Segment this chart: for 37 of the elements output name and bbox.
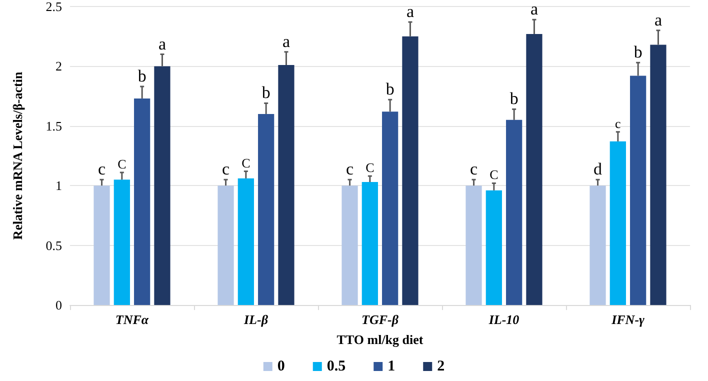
data-label: c — [98, 160, 106, 179]
x-tick-label: TNFα — [115, 312, 150, 327]
legend-label: 0.5 — [326, 358, 346, 374]
y-tick-label: 0 — [56, 298, 62, 312]
legend-label: 0 — [277, 358, 285, 374]
data-label: a — [406, 2, 414, 22]
data-label: a — [654, 10, 662, 30]
y-tick-label: 1 — [56, 178, 62, 194]
x-tick-label: IL-β — [243, 312, 268, 327]
data-label: c — [470, 160, 478, 179]
x-tick-label: TGF-β — [362, 312, 399, 327]
data-label: C — [366, 160, 374, 176]
legend-label: 2 — [437, 358, 445, 374]
y-tick-label: 2.5 — [46, 0, 62, 14]
data-label: b — [634, 42, 642, 62]
data-label: a — [530, 0, 538, 19]
data-label: c — [615, 116, 622, 131]
data-label: d — [594, 160, 603, 179]
data-label: b — [386, 80, 394, 99]
data-label: b — [510, 89, 518, 108]
y-tick-label: 0.5 — [46, 238, 62, 253]
data-label: c — [222, 160, 230, 179]
y-axis-title: Relative mRNA Levels/β-actin — [10, 71, 25, 240]
x-tick-label: IL-10 — [488, 312, 520, 327]
data-label: c — [346, 160, 354, 179]
data-label: a — [282, 32, 290, 51]
data-label: b — [138, 66, 146, 86]
data-label: C — [490, 167, 498, 182]
data-label: b — [262, 83, 270, 102]
y-tick-label: 1.5 — [46, 118, 62, 134]
data-label: C — [242, 155, 250, 170]
legend-label: 1 — [388, 358, 396, 374]
data-label: a — [158, 34, 166, 54]
x-tick-label: IFN-γ — [610, 312, 646, 327]
y-tick-label: 2 — [56, 58, 62, 74]
data-label: C — [118, 156, 126, 172]
x-axis-title: TTO ml/kg diet — [336, 332, 424, 347]
